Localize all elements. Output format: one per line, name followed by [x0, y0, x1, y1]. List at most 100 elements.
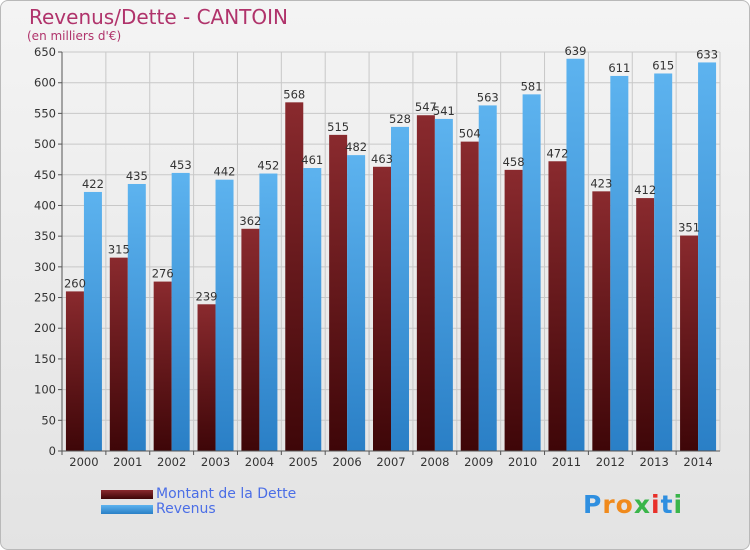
logo-letter: x: [633, 490, 651, 519]
bars: [65, 58, 717, 452]
data-label-dette: 504: [459, 127, 481, 141]
data-label-revenus: 528: [389, 112, 411, 126]
data-label-dette: 472: [546, 146, 568, 160]
legend-label-dette: Montant de la Dette: [156, 486, 297, 502]
data-label-dette: 412: [634, 183, 656, 197]
data-label-revenus: 442: [214, 165, 236, 179]
x-tick-label: 2003: [201, 455, 230, 469]
y-tick-label: 0: [49, 444, 56, 458]
y-tick-label: 150: [34, 352, 56, 366]
chart-subtitle: (en milliers d'€): [27, 29, 122, 43]
bar-revenus: [347, 155, 366, 451]
logo-letter: i: [673, 490, 684, 519]
bar-revenus: [522, 94, 541, 452]
data-label-revenus: 435: [126, 169, 148, 183]
x-tick-label: 2013: [640, 455, 669, 469]
x-tick-label: 2010: [508, 455, 537, 469]
bar-dette: [592, 191, 611, 451]
bar-revenus: [171, 172, 190, 452]
data-label-revenus: 452: [257, 159, 279, 173]
y-tick-label: 350: [34, 229, 56, 243]
bar-dette: [109, 257, 128, 451]
chart-title: Revenus/Dette - CANTOIN: [29, 5, 289, 29]
proxiti-logo: Proxiti: [583, 490, 683, 519]
x-tick-label: 2007: [376, 455, 405, 469]
bar-dette: [197, 304, 216, 451]
data-label-revenus: 461: [301, 153, 323, 167]
logo-letter: P: [583, 490, 603, 519]
x-tick-label: 2008: [420, 455, 449, 469]
legend-label-revenus: Revenus: [156, 501, 216, 517]
bar-revenus: [698, 62, 717, 451]
bar-revenus: [610, 75, 629, 451]
data-label-dette: 260: [64, 276, 86, 290]
bar-dette: [680, 235, 699, 451]
data-label-dette: 458: [503, 155, 525, 169]
axes: 0 50 100 150 200 250 300 350 400 450 500 550 600 650 2…: [34, 45, 720, 469]
x-tick-label: 2006: [332, 455, 361, 469]
x-tick-label: 2001: [113, 455, 142, 469]
x-tick-label: 2005: [289, 455, 318, 469]
x-tick-label: 2004: [245, 455, 274, 469]
bar-revenus: [434, 118, 453, 451]
data-label-revenus: 453: [170, 158, 192, 172]
data-label-revenus: 422: [82, 177, 104, 191]
data-label-dette: 351: [678, 221, 700, 235]
logo-letter: t: [660, 490, 674, 519]
bar-revenus: [654, 73, 673, 451]
bar-revenus: [478, 105, 497, 452]
bar-dette: [329, 134, 348, 451]
data-label-dette: 423: [590, 176, 612, 190]
data-labels: 260 422 315 435 276 453 239 442 362 452 568 461 515 4…: [64, 44, 718, 304]
data-label-revenus: 639: [564, 44, 586, 58]
bar-revenus: [566, 58, 585, 451]
data-label-dette: 515: [327, 120, 349, 134]
logo-letter: r: [602, 490, 616, 519]
y-tick-label: 550: [34, 106, 56, 120]
x-tick-label: 2011: [552, 455, 581, 469]
y-tick-label: 100: [34, 383, 56, 397]
data-label-revenus: 633: [696, 47, 718, 61]
data-label-revenus: 615: [652, 58, 674, 72]
data-label-dette: 239: [196, 289, 218, 303]
x-tick-label: 2014: [683, 455, 712, 469]
bar-revenus: [215, 179, 234, 451]
y-tick-label: 200: [34, 321, 56, 335]
data-label-revenus: 563: [477, 90, 499, 104]
bar-dette: [373, 166, 391, 451]
data-label-dette: 276: [152, 267, 174, 281]
y-tick-label: 400: [34, 198, 56, 212]
x-tick-label: 2009: [464, 455, 493, 469]
x-tick-label: 2002: [157, 455, 186, 469]
bar-revenus: [303, 168, 322, 452]
x-tick-label: 2012: [596, 455, 625, 469]
bar-dette: [548, 161, 567, 451]
data-label-dette: 568: [283, 87, 305, 101]
data-label-dette: 547: [415, 100, 437, 114]
y-tick-label: 650: [34, 45, 56, 59]
data-label-dette: 362: [239, 214, 261, 228]
bar-dette: [241, 228, 260, 451]
bar-revenus: [83, 191, 102, 452]
logo-letter: o: [615, 490, 634, 519]
logo-letter: i: [651, 490, 661, 519]
legend-swatch-revenus: [101, 505, 153, 514]
y-tick-label: 50: [41, 413, 56, 427]
data-label-dette: 315: [108, 243, 130, 257]
y-tick-label: 300: [34, 260, 56, 274]
x-tick-label: 2000: [69, 455, 98, 469]
y-tick-label: 450: [34, 168, 56, 182]
bar-dette: [460, 141, 479, 452]
y-tick-label: 500: [34, 137, 56, 151]
bar-revenus: [259, 173, 278, 451]
bar-dette: [504, 169, 523, 451]
bar-dette: [153, 281, 172, 451]
bar-dette: [416, 115, 435, 452]
data-label-revenus: 541: [433, 104, 455, 118]
bar-dette: [65, 291, 84, 451]
bar-revenus: [391, 126, 409, 452]
y-tick-label: 250: [34, 291, 56, 305]
bar-dette: [636, 198, 655, 451]
